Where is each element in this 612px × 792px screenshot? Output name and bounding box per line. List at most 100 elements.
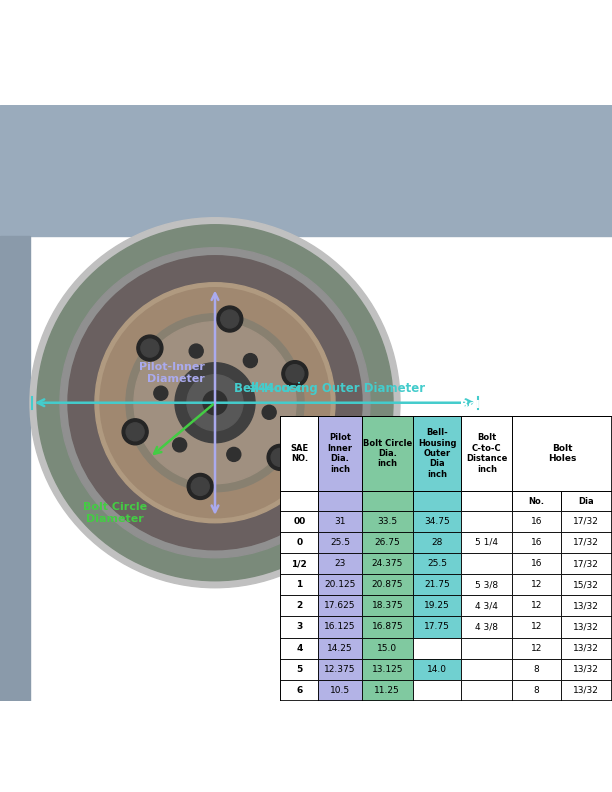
Bar xyxy=(318,553,362,574)
Bar xyxy=(512,416,612,491)
Bar xyxy=(280,491,318,511)
Text: 18.375: 18.375 xyxy=(371,601,403,611)
Text: Bolt Circle
Dia.
inch: Bolt Circle Dia. inch xyxy=(363,439,412,469)
Bar xyxy=(461,574,512,596)
Bar xyxy=(561,574,612,596)
Ellipse shape xyxy=(37,225,393,581)
Bar xyxy=(512,574,561,596)
Circle shape xyxy=(137,335,163,361)
Bar xyxy=(413,616,461,638)
Text: 14.25: 14.25 xyxy=(327,644,353,653)
Text: 12: 12 xyxy=(531,623,542,631)
Bar xyxy=(362,532,413,553)
Text: SAE
NO.: SAE NO. xyxy=(290,444,308,463)
Text: 13.125: 13.125 xyxy=(371,664,403,674)
Text: 3: 3 xyxy=(296,623,302,631)
Bar xyxy=(318,638,362,659)
Text: 33.5: 33.5 xyxy=(377,517,397,526)
Bar xyxy=(461,680,512,701)
Circle shape xyxy=(244,353,258,367)
Text: 12: 12 xyxy=(531,601,542,611)
Text: 5: 5 xyxy=(296,664,302,674)
Bar xyxy=(318,616,362,638)
Bar xyxy=(362,574,413,596)
Bar xyxy=(461,511,512,532)
Bar xyxy=(512,532,561,553)
Text: 12: 12 xyxy=(531,581,542,589)
Text: Bell-
Housing
Outer
Dia
inch: Bell- Housing Outer Dia inch xyxy=(418,428,457,479)
Bar xyxy=(362,553,413,574)
Circle shape xyxy=(175,363,255,443)
Text: 17.625: 17.625 xyxy=(324,601,356,611)
Bar xyxy=(413,532,461,553)
Bar xyxy=(413,553,461,574)
Bar xyxy=(280,416,318,491)
Bar xyxy=(461,491,512,511)
Bar xyxy=(561,511,612,532)
Circle shape xyxy=(271,448,289,466)
Text: 10.5: 10.5 xyxy=(330,686,350,695)
Bar xyxy=(362,659,413,680)
Ellipse shape xyxy=(60,248,370,558)
Text: 11.25: 11.25 xyxy=(375,686,400,695)
Circle shape xyxy=(262,406,276,419)
Ellipse shape xyxy=(30,218,400,588)
Bar xyxy=(280,680,318,701)
Text: Bolt
Holes: Bolt Holes xyxy=(548,444,577,463)
Bar xyxy=(413,511,461,532)
Text: 16: 16 xyxy=(531,559,542,568)
Circle shape xyxy=(282,360,308,386)
Bar xyxy=(561,680,612,701)
Text: +: + xyxy=(422,299,438,318)
Text: Seaboard Marine / Brad Krapff
Shop Foreman & Small Parts Ordering
Brad@Sbmar.com: Seaboard Marine / Brad Krapff Shop Forem… xyxy=(9,707,162,777)
Bar xyxy=(318,596,362,616)
Bar xyxy=(362,491,413,511)
Bar xyxy=(280,574,318,596)
Bar xyxy=(413,680,461,701)
Text: 2: 2 xyxy=(296,601,302,611)
Text: 13/32: 13/32 xyxy=(573,601,599,611)
Bar xyxy=(318,680,362,701)
Text: No.: No. xyxy=(529,497,545,505)
Text: 16: 16 xyxy=(531,538,542,547)
Circle shape xyxy=(187,474,213,500)
Bar xyxy=(362,638,413,659)
Bar xyxy=(561,638,612,659)
Text: 20.125: 20.125 xyxy=(324,581,356,589)
Text: Bolt
C-to-C
Distance
inch: Bolt C-to-C Distance inch xyxy=(466,433,507,474)
Bar xyxy=(512,638,561,659)
Bar xyxy=(280,532,318,553)
Circle shape xyxy=(203,390,227,415)
Bar xyxy=(512,596,561,616)
Bar xyxy=(461,659,512,680)
Circle shape xyxy=(173,438,187,452)
Bar xyxy=(561,616,612,638)
Ellipse shape xyxy=(126,314,304,492)
Text: +: + xyxy=(422,444,438,463)
Text: 4: 4 xyxy=(296,644,302,653)
Bar xyxy=(561,416,612,491)
Text: Dia: Dia xyxy=(578,497,594,505)
Bar xyxy=(461,553,512,574)
Text: Bolt Circle
Diameter: Bolt Circle Diameter xyxy=(83,502,147,524)
Bar xyxy=(413,596,461,616)
Bar xyxy=(362,616,413,638)
Text: 14.0: 14.0 xyxy=(427,664,447,674)
Text: WWW.SBMAR.COM: WWW.SBMAR.COM xyxy=(174,757,365,775)
Circle shape xyxy=(227,447,241,462)
Text: 17/32: 17/32 xyxy=(573,517,599,526)
Text: 17/32: 17/32 xyxy=(573,538,599,547)
Text: 1: 1 xyxy=(296,581,302,589)
Bar xyxy=(461,532,512,553)
Text: Pilot
Inner
Dia.
inch: Pilot Inner Dia. inch xyxy=(327,433,353,474)
Text: 17/32: 17/32 xyxy=(573,559,599,568)
Text: 31: 31 xyxy=(334,517,346,526)
Circle shape xyxy=(221,310,239,328)
Bar xyxy=(461,616,512,638)
Circle shape xyxy=(217,306,243,332)
Bar xyxy=(461,596,512,616)
Bar xyxy=(318,491,362,511)
Text: 26.75: 26.75 xyxy=(375,538,400,547)
Circle shape xyxy=(191,478,209,496)
Bar xyxy=(512,659,561,680)
